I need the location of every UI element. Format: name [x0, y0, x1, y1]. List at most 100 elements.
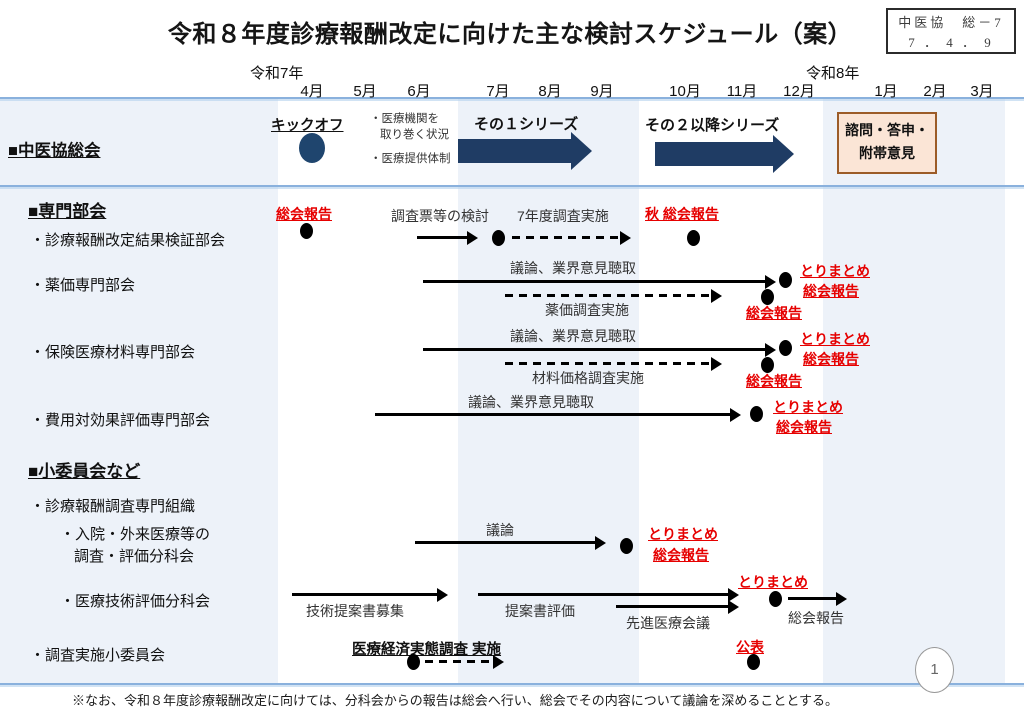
- month-label: 9月: [590, 83, 614, 100]
- yakka-end-dot: [779, 272, 792, 288]
- yakka-report-below: 総会報告: [746, 305, 802, 321]
- kensho-milestone-dot: [300, 223, 313, 239]
- document-reference-box: 中医協 総－7 7 ． 4 ． 9: [886, 8, 1016, 54]
- row-chousa-org-label: ・診療報酬調査専門組織: [30, 498, 196, 515]
- kickoff-label: キックオフ: [271, 118, 344, 134]
- divider-line-middle: [0, 185, 1024, 187]
- nyuin-arrow-label: 議論: [486, 522, 514, 538]
- divider-line-bottom: [0, 683, 1024, 685]
- gijutsu-arrow1-label: 技術提案書募集: [306, 603, 404, 619]
- row-nyuin-label-line1: ・入院・外来医療等の: [60, 526, 211, 543]
- zairyo-arrow2-label: 材料価格調査実施: [532, 370, 644, 386]
- consultation-report-box: 諮問・答申・ 附帯意見: [837, 112, 937, 174]
- yakka-solid-arrow: [423, 274, 776, 289]
- year-label-right: 令和8年: [806, 65, 860, 82]
- month-label: 3月: [970, 83, 994, 100]
- kickoff-note-1-line1: ・医療機関を: [370, 113, 439, 125]
- section-soukai-label: ■中医協総会: [8, 142, 101, 160]
- nyuin-solid-arrow: [415, 535, 606, 550]
- series2-block-arrow: [655, 142, 773, 166]
- hiyo-wrap-label: とりまとめ: [773, 399, 843, 415]
- section-senmon-header: ■専門部会: [28, 202, 107, 221]
- q2-band-jul-sep: [458, 99, 639, 683]
- jisshi-survey-label: 医療経済実態調査 実施: [352, 642, 502, 658]
- kensho-mid-dot: [492, 230, 505, 246]
- nyuin-end-dot: [620, 538, 633, 554]
- kickoff-note-1: ・医療機関を 取り巻く状況: [370, 112, 449, 143]
- zairyo-arrow1-label: 議論、業界意見聴取: [510, 328, 636, 344]
- hiyo-solid-arrow: [375, 407, 741, 422]
- month-label: 7月: [486, 83, 510, 100]
- zairyo-report-right: 総会報告: [803, 351, 859, 367]
- kensho-autumn-report: 秋 総会報告: [645, 206, 719, 222]
- zairyo-wrap-label: とりまとめ: [800, 331, 870, 347]
- row-hiyo-label: ・費用対効果評価専門部会: [30, 412, 211, 429]
- zairyo-end-dot: [779, 340, 792, 356]
- gijutsu-arrow1: [292, 587, 448, 602]
- divider-line-top: [0, 97, 1024, 99]
- hiyo-report-label: 総会報告: [776, 419, 832, 435]
- hiyo-end-dot: [750, 406, 763, 422]
- kickoff-note-2: ・医療提供体制: [370, 153, 451, 165]
- label-column-band: [0, 99, 278, 683]
- month-label: 6月: [407, 83, 431, 100]
- month-label: 5月: [353, 83, 377, 100]
- row-jisshi-label: ・調査実施小委員会: [30, 647, 166, 664]
- jisshi-publish-dot: [747, 654, 760, 670]
- page-title: 令和８年度診療報酬改定に向けた主な検討スケジュール（案）: [167, 21, 853, 48]
- jisshi-start-dot: [407, 654, 420, 670]
- kensho-autumn-dot: [687, 230, 700, 246]
- series2-label: その２以降シリーズ: [645, 117, 780, 134]
- series1-block-arrow: [458, 139, 571, 163]
- kensho-arrow1-label: 調査票等の検討: [391, 208, 489, 224]
- gijutsu-report-arrow: [788, 591, 847, 606]
- month-label: 1月: [874, 83, 898, 100]
- document-reference-line1: 中医協 総－7: [898, 15, 1004, 30]
- yakka-arrow1-label: 議論、業界意見聴取: [510, 260, 636, 276]
- kensho-arrow2-label: 7年度調査実施: [517, 208, 609, 224]
- month-label: 11月: [726, 83, 758, 100]
- document-reference-line2: 7 ． 4 ． 9: [908, 35, 994, 51]
- zairyo-report-below: 総会報告: [746, 373, 802, 389]
- gijutsu-arrow3: [616, 599, 739, 614]
- row-yakka-label: ・薬価専門部会: [30, 277, 136, 294]
- month-label: 12月: [783, 83, 815, 100]
- gijutsu-wrap-label: とりまとめ: [738, 574, 808, 590]
- gijutsu-arrow3-label: 先進医療会議: [626, 615, 710, 631]
- nyuin-wrap-label: とりまとめ: [648, 526, 718, 542]
- month-label: 4月: [300, 83, 324, 100]
- q4-band-jan-mar: [823, 99, 1005, 683]
- section-shoiinkai-header: ■小委員会など: [28, 462, 141, 481]
- month-label: 10月: [669, 83, 701, 100]
- consultation-report-line1: 諮問・答申・: [845, 122, 929, 138]
- kickoff-note-1-line2: 取り巻く状況: [380, 128, 449, 141]
- kensho-dashed-arrow: [512, 230, 631, 245]
- series1-label: その１シリーズ: [474, 116, 579, 133]
- kensho-soukai-report: 総会報告: [276, 206, 332, 222]
- yakka-wrap-label: とりまとめ: [800, 263, 870, 279]
- page-number-badge: 1: [915, 647, 954, 693]
- zairyo-solid-arrow: [423, 342, 776, 357]
- kensho-solid-arrow: [417, 230, 478, 245]
- yakka-survey-dot: [761, 289, 774, 305]
- month-label: 2月: [923, 83, 947, 100]
- jisshi-dashed-arrow: [425, 654, 504, 669]
- yakka-arrow2-label: 薬価調査実施: [545, 302, 629, 318]
- row-gijutsu-label: ・医療技術評価分科会: [60, 593, 211, 610]
- zairyo-survey-dot: [761, 357, 774, 373]
- month-label: 8月: [538, 83, 562, 100]
- consultation-report-line2: 附帯意見: [859, 145, 915, 162]
- kickoff-ellipse-marker: [299, 133, 325, 163]
- yakka-dashed-arrow: [505, 288, 722, 303]
- nyuin-report-label: 総会報告: [653, 547, 709, 563]
- jisshi-publish-label: 公表: [736, 639, 764, 655]
- zairyo-dashed-arrow: [505, 356, 722, 371]
- row-kensho-label: ・診療報酬改定結果検証部会: [30, 232, 226, 249]
- year-label-left: 令和7年: [250, 65, 304, 82]
- hiyo-arrow1-label: 議論、業界意見聴取: [468, 394, 594, 410]
- row-nyuin-label-line2: 調査・評価分科会: [74, 548, 195, 565]
- yakka-report-right: 総会報告: [803, 283, 859, 299]
- gijutsu-arrow2-label: 提案書評価: [505, 603, 575, 619]
- gijutsu-report-label: 総会報告: [788, 610, 844, 626]
